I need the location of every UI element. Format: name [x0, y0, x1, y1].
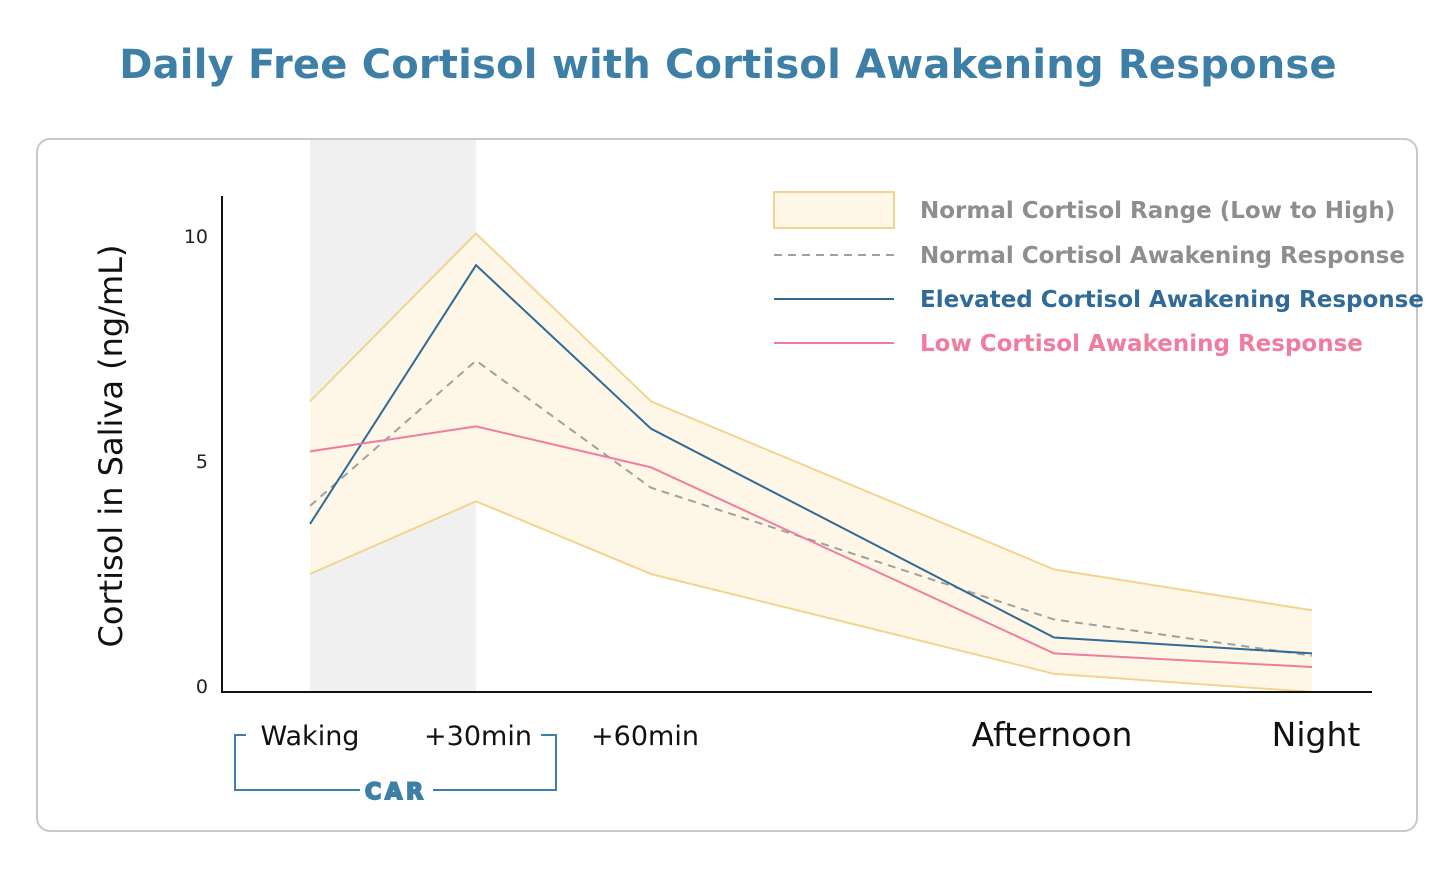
- legend-label-normal-cortisol-awakening-response: Normal Cortisol Awakening Response: [920, 243, 1405, 269]
- normal-range-lower-edge: [309, 500, 1313, 693]
- series-line-elevated-cortisol-awakening-response: [309, 263, 1313, 655]
- chart-title: Daily Free Cortisol with Cortisol Awaken…: [119, 42, 1337, 88]
- car-bracket: CAR: [234, 734, 557, 806]
- series-layer: [309, 263, 1313, 668]
- x-tick-label: Waking: [261, 721, 360, 752]
- y-tick-label: 5: [196, 451, 208, 473]
- x-tick-label: Afternoon: [972, 715, 1133, 754]
- car-bracket-left: [234, 734, 360, 791]
- legend-label-low-cortisol-awakening-response: Low Cortisol Awakening Response: [920, 331, 1363, 357]
- legend-swatch-range: [773, 191, 895, 229]
- series-line-normal-cortisol-awakening-response: [309, 359, 1313, 657]
- normal-range-band: [310, 233, 1312, 692]
- series-line-low-cortisol-awakening-response: [309, 425, 1313, 668]
- y-axis-label: Cortisol in Saliva (ng/mL): [92, 245, 130, 648]
- legend-label-range: Normal Cortisol Range (Low to High): [920, 198, 1395, 224]
- x-tick-label: +60min: [591, 721, 699, 752]
- x-tick-label: +30min: [424, 721, 532, 752]
- x-tick-labels: Waking +30min +60min Afternoon Night: [261, 715, 1361, 754]
- y-tick-label: 0: [196, 676, 208, 698]
- y-tick-labels: 0 5 10: [184, 226, 208, 698]
- car-label: CAR: [365, 780, 427, 805]
- chart-frame: [36, 138, 1418, 832]
- x-tick-label: Night: [1272, 715, 1361, 754]
- car-bracket-right: [433, 734, 557, 791]
- legend-label-elevated-cortisol-awakening-response: Elevated Cortisol Awakening Response: [920, 287, 1424, 313]
- normal-range-upper-edge: [309, 232, 1313, 612]
- y-tick-label: 10: [184, 226, 208, 248]
- legend: Normal Cortisol Range (Low to High) Norma…: [773, 191, 1424, 357]
